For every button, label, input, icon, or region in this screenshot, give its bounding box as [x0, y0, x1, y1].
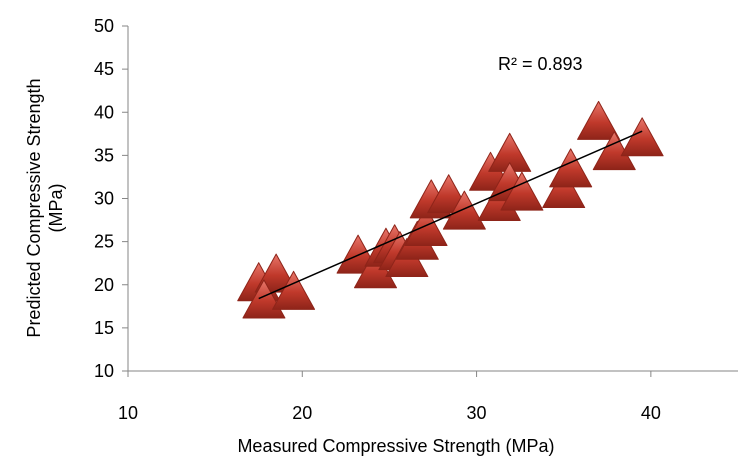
axes: 10 20 30 40 10 15 20 25 30 35 40 45 50: [94, 16, 738, 423]
y-tick-label: 25: [94, 232, 114, 252]
y-tick-label: 20: [94, 275, 114, 295]
data-point: [442, 190, 486, 230]
trendline: [258, 130, 643, 300]
data-point: [549, 148, 593, 188]
data-point: [500, 171, 544, 211]
y-tick-label: 10: [94, 361, 114, 381]
r-squared-annotation: R² = 0.893: [498, 54, 583, 74]
data-point: [404, 207, 448, 247]
y-tick-label: 45: [94, 59, 114, 79]
data-point: [272, 270, 316, 310]
y-tick-label: 50: [94, 16, 114, 36]
data-points: [237, 100, 664, 319]
triangle-marker: [272, 270, 316, 310]
data-point: [542, 169, 586, 209]
y-axis-title-line-2: (MPa): [46, 184, 66, 233]
y-tick-label: 40: [94, 102, 114, 122]
x-tick-label: 30: [467, 403, 487, 423]
y-axis-ticks: 10 15 20 25 30 35 40 45 50: [94, 16, 128, 381]
x-axis-title: Measured Compressive Strength (MPa): [237, 436, 554, 456]
x-tick-label: 40: [641, 403, 661, 423]
data-point: [577, 100, 621, 140]
x-tick-label: 20: [292, 403, 312, 423]
y-tick-label: 15: [94, 318, 114, 338]
triangle-marker: [542, 169, 586, 209]
triangle-marker: [442, 190, 486, 230]
x-axis-ticks: 10 20 30 40: [118, 371, 661, 423]
y-axis-title: Predicted Compressive Strength (MPa): [24, 78, 66, 337]
triangle-marker: [404, 207, 448, 247]
y-axis-title-line-1: Predicted Compressive Strength: [24, 78, 44, 337]
triangle-marker: [577, 100, 621, 140]
y-tick-label: 30: [94, 189, 114, 209]
triangle-marker: [620, 117, 664, 157]
triangle-marker: [549, 148, 593, 188]
data-point: [620, 117, 664, 157]
triangle-marker: [500, 171, 544, 211]
y-tick-label: 35: [94, 145, 114, 165]
x-tick-label: 10: [118, 403, 138, 423]
